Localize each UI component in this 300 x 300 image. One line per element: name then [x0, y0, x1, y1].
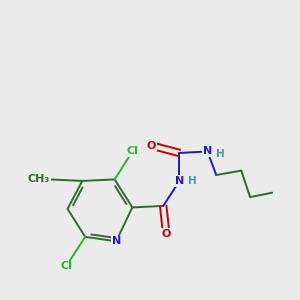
Text: CH₃: CH₃	[28, 174, 50, 184]
Text: O: O	[147, 141, 156, 151]
Text: Cl: Cl	[60, 261, 72, 271]
Text: H: H	[216, 149, 225, 159]
Text: N: N	[203, 146, 212, 157]
Text: Cl: Cl	[126, 146, 138, 157]
Text: H: H	[188, 176, 197, 186]
Text: N: N	[112, 236, 121, 246]
Text: O: O	[161, 229, 171, 239]
Text: N: N	[175, 176, 184, 186]
